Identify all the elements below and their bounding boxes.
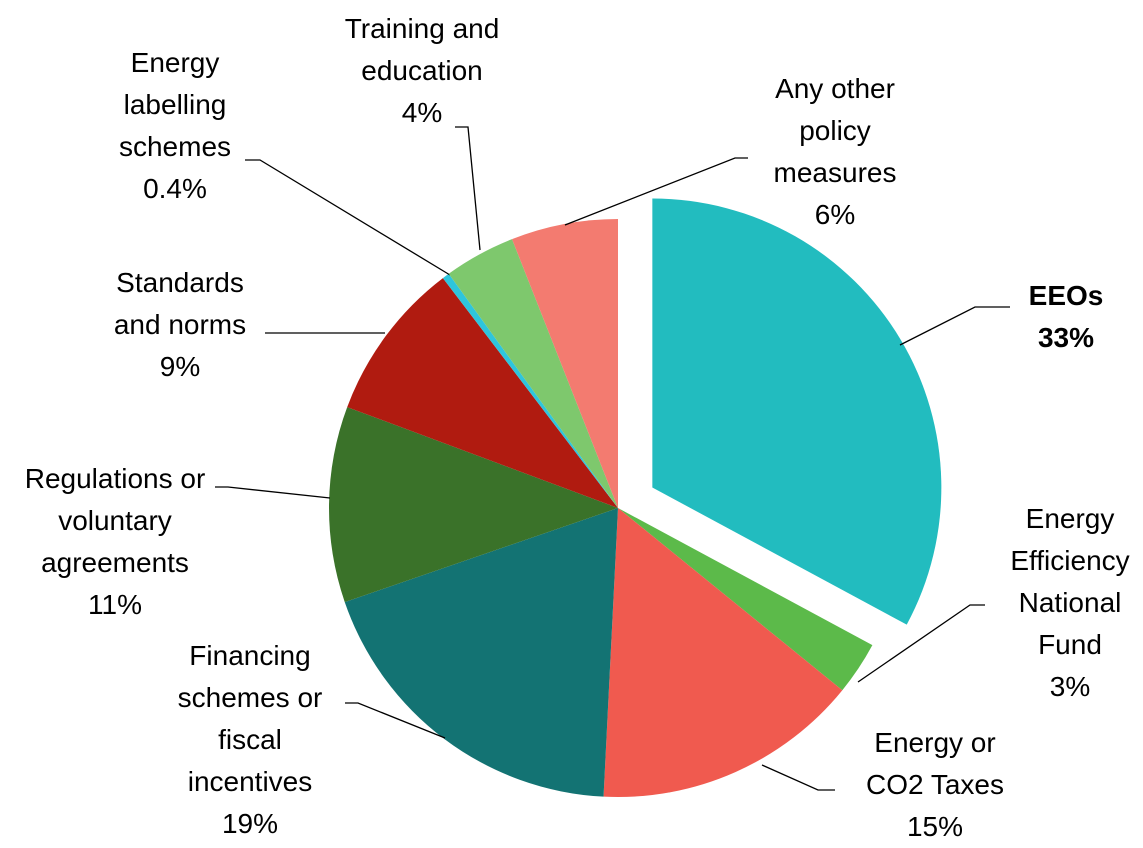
category-label: Training and education: [344, 13, 500, 86]
leader-line: [345, 702, 446, 739]
value-label: 4%: [401, 97, 443, 128]
slice-label: Energy labelling schemes 0.4%: [100, 42, 250, 210]
pie-slice: [618, 508, 873, 691]
category-label: EEOs: [1028, 280, 1104, 311]
slice-label: Regulations or voluntary agreements 11%: [23, 458, 208, 626]
slice-label: Standards and norms 9%: [90, 262, 270, 388]
slice-label: Energy Efficiency National Fund 3%: [995, 498, 1143, 708]
slice-label: Any other policy measures 6%: [760, 68, 910, 236]
slice-label: EEOs 33%: [1001, 275, 1131, 359]
leader-line: [455, 126, 481, 251]
slice-label: Training and education 4%: [312, 8, 532, 134]
leader-line: [857, 604, 985, 683]
pie-slice: [347, 278, 618, 508]
pie-slice: [652, 198, 942, 625]
value-label: 6%: [814, 199, 856, 230]
leader-line: [899, 306, 1010, 346]
value-label: 19%: [221, 808, 279, 839]
category-label: Energy labelling schemes: [118, 47, 232, 162]
pie-slice: [512, 219, 618, 508]
pie-slice: [603, 508, 843, 797]
category-label: Any other policy measures: [773, 73, 897, 188]
category-label: Energy or CO2 Taxes: [866, 727, 1004, 800]
pie-slice: [344, 508, 618, 797]
leader-line: [564, 157, 748, 226]
category-label: Financing schemes or fiscal incentives: [177, 640, 323, 797]
category-label: Standards and norms: [113, 267, 247, 340]
value-label: 3%: [1049, 671, 1091, 702]
slice-label: Energy or CO2 Taxes 15%: [845, 722, 1025, 848]
pie-slice: [442, 273, 618, 508]
value-label: 15%: [906, 811, 964, 842]
category-label: Regulations or voluntary agreements: [24, 463, 206, 578]
value-label: 11%: [88, 589, 142, 620]
slice-label: Financing schemes or fiscal incentives 19…: [155, 635, 345, 845]
value-label: 9%: [159, 351, 201, 382]
value-label: 0.4%: [143, 173, 207, 204]
leader-line: [761, 764, 835, 791]
value-label: 33%: [1037, 322, 1095, 353]
category-label: Energy Efficiency National Fund: [1010, 503, 1130, 660]
leader-line: [215, 486, 331, 499]
pie-slice: [448, 239, 618, 508]
pie-slice: [329, 407, 618, 603]
leader-line: [245, 159, 451, 276]
